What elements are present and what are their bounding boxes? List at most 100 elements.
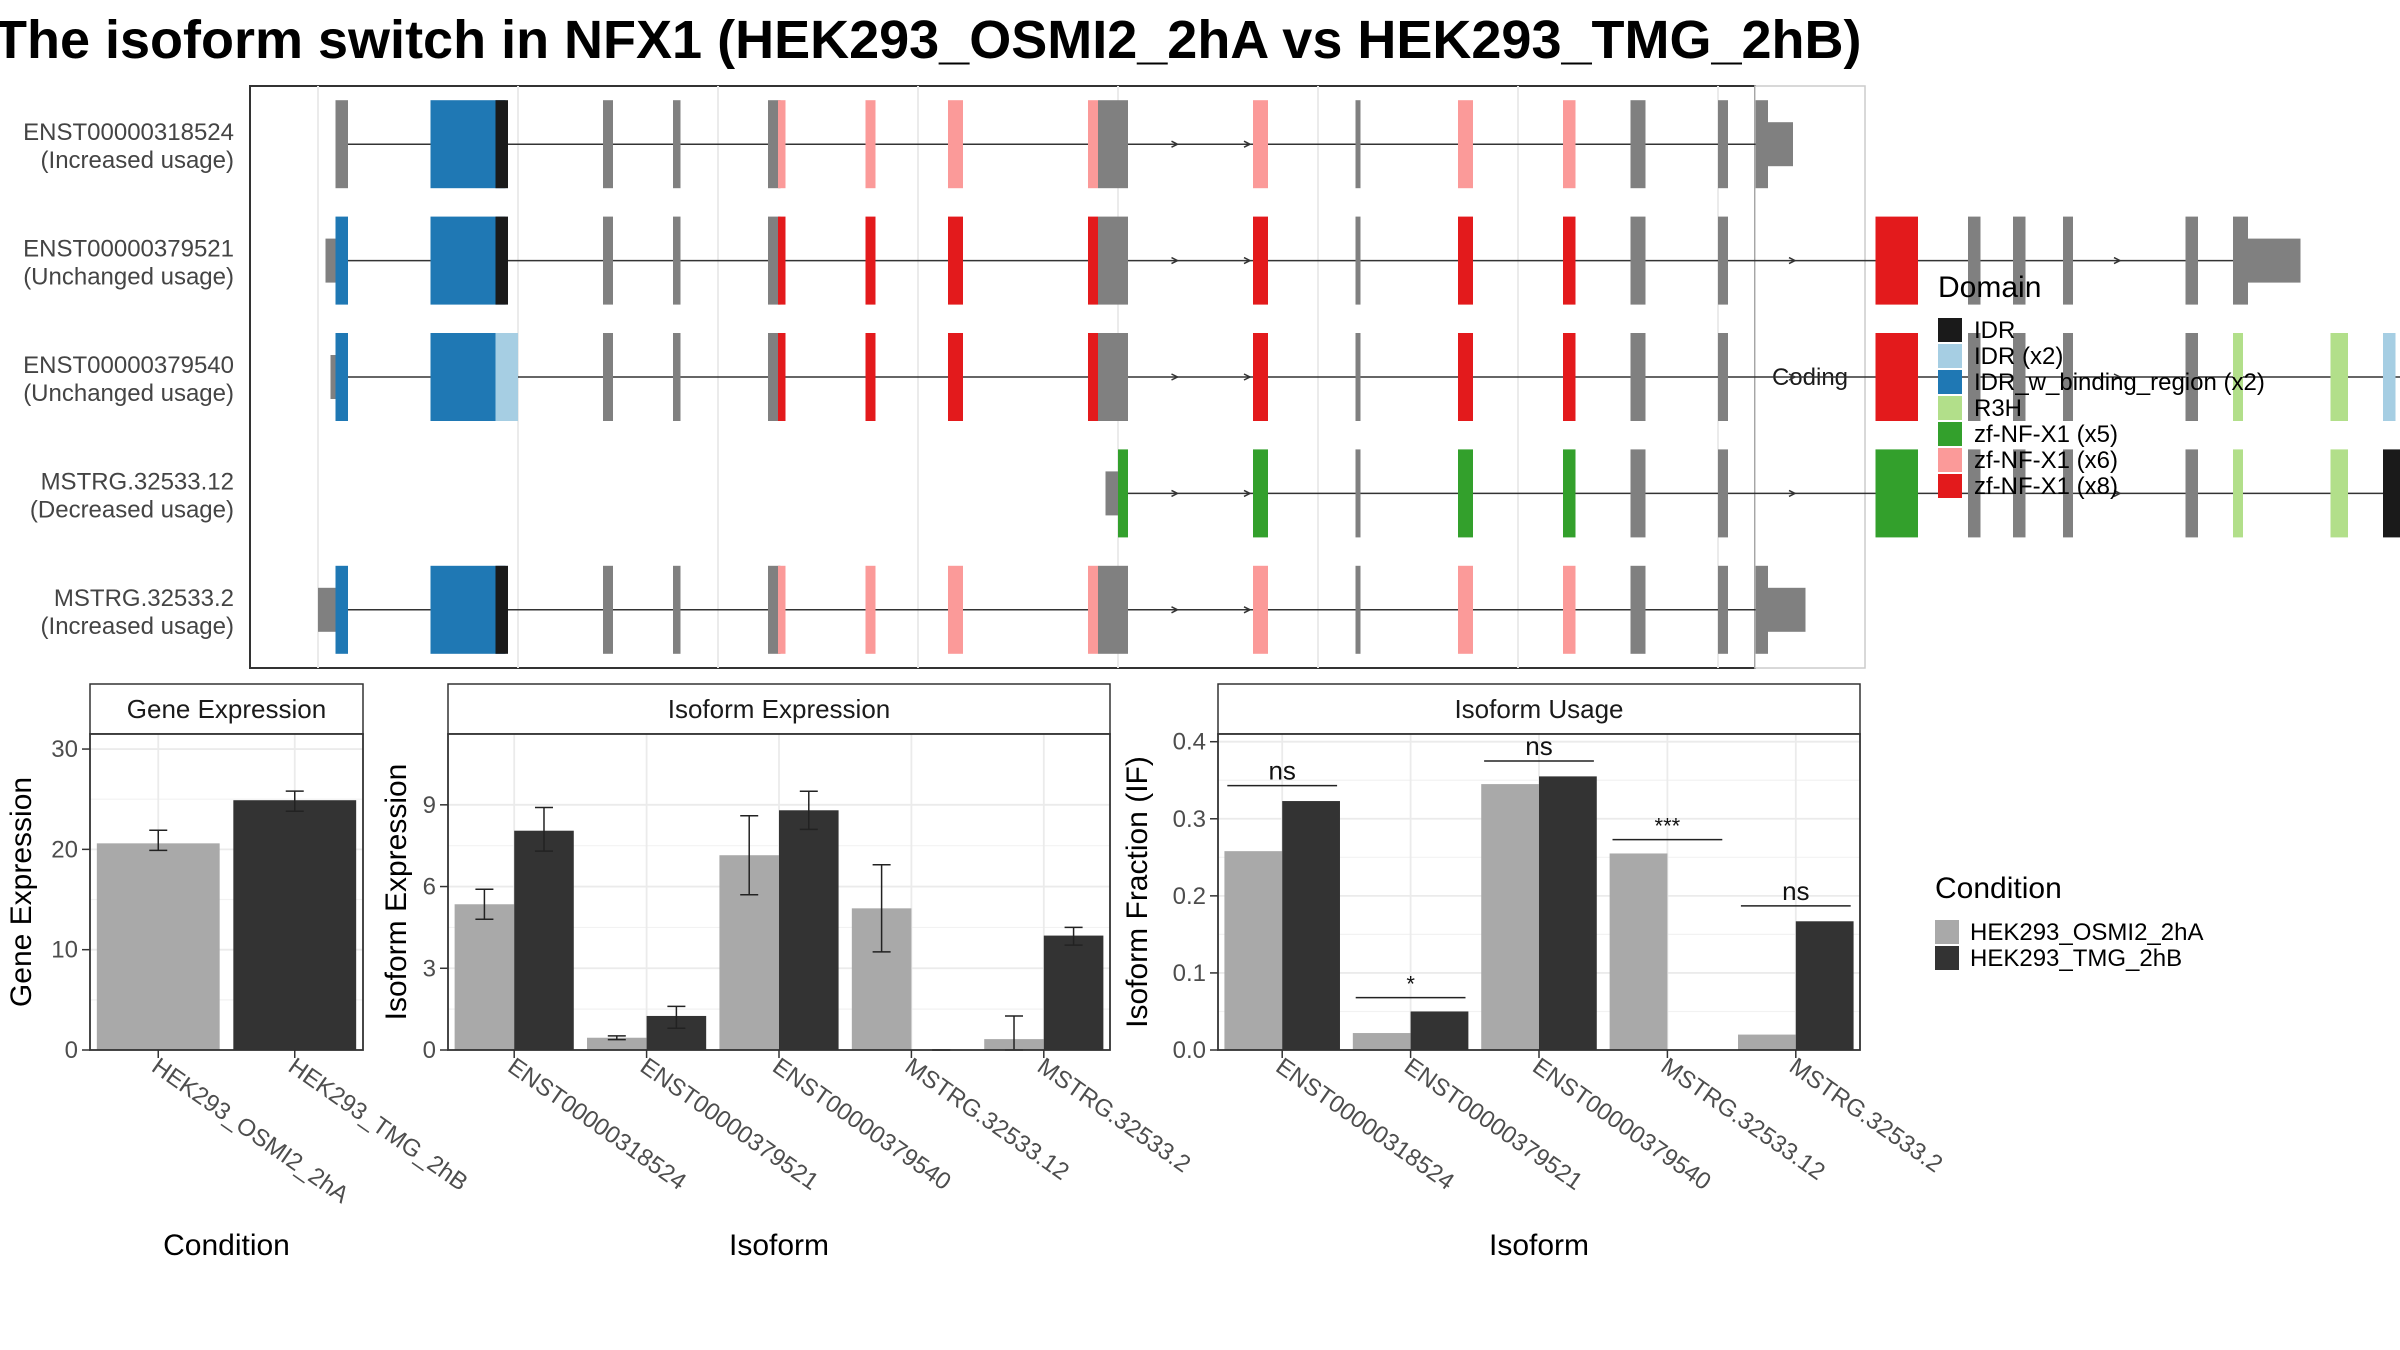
- exon-block: [430, 333, 506, 421]
- bar: [587, 1037, 647, 1050]
- bar: [1481, 784, 1539, 1050]
- bar: [96, 843, 220, 1050]
- bar: [1224, 851, 1283, 1050]
- isoform-expression-panel: Isoform Expression0369ENST00000318524ENS…: [380, 683, 1195, 1262]
- exon-block: [2330, 333, 2348, 421]
- bar: [1539, 776, 1597, 1050]
- exon-block: [673, 100, 681, 189]
- significance-label: *: [1406, 972, 1415, 997]
- exon-block: [2383, 333, 2396, 421]
- domain-legend-swatch: [1938, 422, 1962, 446]
- exon-block: [2185, 333, 2198, 421]
- exon-block: [768, 216, 781, 305]
- exon-block: [1968, 333, 1981, 421]
- bar: [1352, 1033, 1411, 1050]
- y-tick-label: 0.3: [1173, 806, 1206, 833]
- domain-legend-swatch: [1938, 370, 1962, 394]
- exon-block: [1355, 333, 1361, 421]
- exon-block: [768, 565, 781, 654]
- exon-block: [1875, 216, 1893, 305]
- exon-block: [1118, 449, 1128, 538]
- exon-block: [2063, 449, 2073, 538]
- exon-block: [2233, 449, 2243, 538]
- x-axis-title: Condition: [163, 1229, 290, 1262]
- condition-legend-label: HEK293_OSMI2_2hA: [1970, 919, 2203, 946]
- domain-legend-swatch: [1938, 344, 1962, 368]
- exon-block: [1088, 333, 1098, 421]
- exon-block: [1718, 333, 1728, 421]
- bar: [514, 830, 574, 1050]
- exon-block: [673, 333, 681, 421]
- exon-block: [778, 216, 786, 305]
- panel-border: [89, 733, 364, 1051]
- utr-5prime: [1105, 471, 1118, 516]
- exon-block: [335, 100, 348, 189]
- exon-block: [1875, 449, 1893, 538]
- y-tick-label: 0.2: [1173, 883, 1206, 910]
- exon-block: [2063, 333, 2073, 421]
- direction-arrow: [1243, 256, 1252, 265]
- exon-block: [2063, 216, 2073, 305]
- exon-block: [1630, 565, 1646, 654]
- isoform-id-label: ENST00000318524: [23, 119, 234, 146]
- exon-block: [1253, 100, 1268, 189]
- exon-block: [1563, 333, 1576, 421]
- exon-block: [603, 100, 613, 189]
- exon-block: [768, 100, 781, 189]
- exon-block: [1893, 449, 1918, 538]
- bar: [1795, 921, 1854, 1050]
- direction-arrow: [1171, 489, 1180, 498]
- exon-block: [1098, 333, 1128, 421]
- exon-block: [1253, 333, 1268, 421]
- exon-block: [948, 333, 963, 421]
- exon-block: [778, 565, 786, 654]
- exon-block: [1253, 216, 1268, 305]
- significance-label: ***: [1655, 814, 1681, 839]
- significance-label: ns: [1782, 876, 1809, 906]
- exon-block: [1630, 449, 1646, 538]
- exon-block: [1098, 565, 1128, 654]
- exon-block: [1355, 100, 1361, 189]
- direction-arrow: [1788, 256, 1797, 265]
- x-axis-title: Isoform: [1489, 1229, 1589, 1262]
- exon-block: [1630, 216, 1646, 305]
- exon-block: [865, 333, 876, 421]
- isoform-id-label: MSTRG.32533.2: [54, 585, 234, 612]
- domain-legend-label: R3H: [1974, 395, 2022, 422]
- y-tick-label: 0: [65, 1037, 78, 1064]
- y-tick-label: 6: [423, 874, 436, 901]
- bar: [1609, 853, 1668, 1050]
- exon-block: [1088, 216, 1098, 305]
- domain-legend-label: IDR_w_binding_region (x2): [1974, 369, 2265, 396]
- exon-block: [1098, 100, 1128, 189]
- y-tick-label: 10: [51, 937, 78, 964]
- direction-arrow: [1243, 606, 1252, 614]
- exon-block: [865, 216, 876, 305]
- x-axis-title: Isoform: [729, 1229, 829, 1262]
- isoform-usage-label: (Increased usage): [41, 613, 234, 640]
- panel-strip: [447, 683, 1111, 735]
- exon-block: [948, 565, 963, 654]
- condition-legend-swatch: [1935, 920, 1959, 944]
- condition-legend-title: Condition: [1935, 872, 2062, 905]
- exon-block: [495, 216, 508, 305]
- exon-block: [2390, 449, 2400, 538]
- panel-strip: [89, 683, 364, 735]
- exon-block: [1563, 216, 1576, 305]
- y-tick-label: 9: [423, 792, 436, 819]
- exon-block: [2185, 449, 2198, 538]
- direction-arrow: [1171, 256, 1180, 265]
- direction-arrow: [1243, 140, 1252, 148]
- exon-block: [778, 333, 786, 421]
- direction-arrow: [2113, 489, 2122, 498]
- direction-arrow: [1171, 373, 1180, 381]
- exon-block: [1755, 100, 1768, 189]
- exon-block: [430, 565, 506, 654]
- exon-block: [768, 333, 781, 421]
- domain-legend-title: Domain: [1938, 271, 2041, 304]
- y-tick-label: 20: [51, 836, 78, 863]
